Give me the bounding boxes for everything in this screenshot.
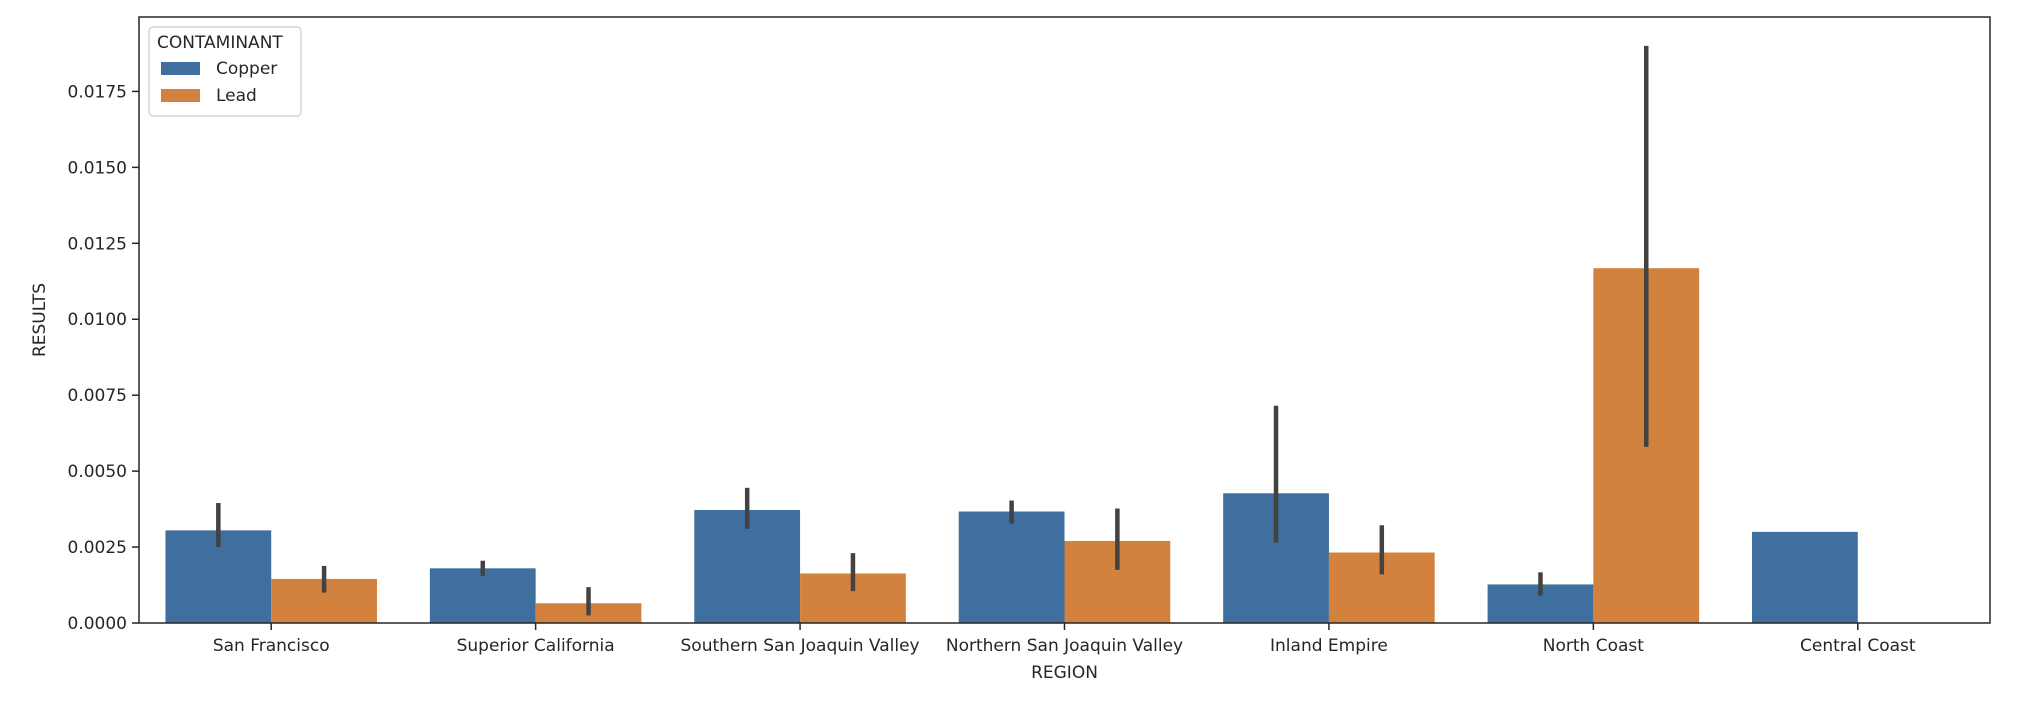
x-tick-label: Superior California <box>457 636 615 656</box>
legend-title: CONTAMINANT <box>157 33 283 53</box>
x-tick-label: Southern San Joaquin Valley <box>681 636 920 656</box>
y-axis: 0.0000 0.0025 0.0050 0.0075 0.0100 0.0125 0.01… <box>68 82 139 634</box>
bars-layer <box>165 268 1858 623</box>
x-tick-label: San Francisco <box>213 636 330 656</box>
y-tick-label: 0.0150 <box>68 158 127 178</box>
y-tick-label: 0.0100 <box>68 310 127 330</box>
y-axis-label: RESULTS <box>30 283 50 357</box>
y-tick-label: 0.0000 <box>68 614 127 634</box>
bar-copper-northern-san-joaquin-valley <box>958 511 1065 623</box>
x-tick-label: Northern San Joaquin Valley <box>946 636 1183 656</box>
y-tick-label: 0.0050 <box>68 462 127 482</box>
y-tick-label: 0.0175 <box>68 82 127 102</box>
x-tick-label: Central Coast <box>1800 636 1916 656</box>
x-tick-label: Inland Empire <box>1270 636 1388 656</box>
y-tick-label: 0.0125 <box>68 234 127 254</box>
y-tick-label: 0.0025 <box>68 538 127 558</box>
legend: CONTAMINANT Copper Lead <box>148 26 302 117</box>
x-tick-label: North Coast <box>1543 636 1644 656</box>
bar-copper-superior-california <box>429 568 536 623</box>
legend-swatch-copper <box>161 62 200 75</box>
legend-swatch-lead <box>161 89 200 102</box>
legend-label-lead: Lead <box>216 86 257 106</box>
bar-copper-central-coast <box>1752 531 1858 623</box>
x-axis-label: REGION <box>1031 663 1098 683</box>
legend-label-copper: Copper <box>216 59 277 79</box>
error-bars-layer <box>216 45 1649 616</box>
y-tick-label: 0.0075 <box>68 386 127 406</box>
x-axis: San Francisco Superior California Southern… <box>213 623 1916 656</box>
